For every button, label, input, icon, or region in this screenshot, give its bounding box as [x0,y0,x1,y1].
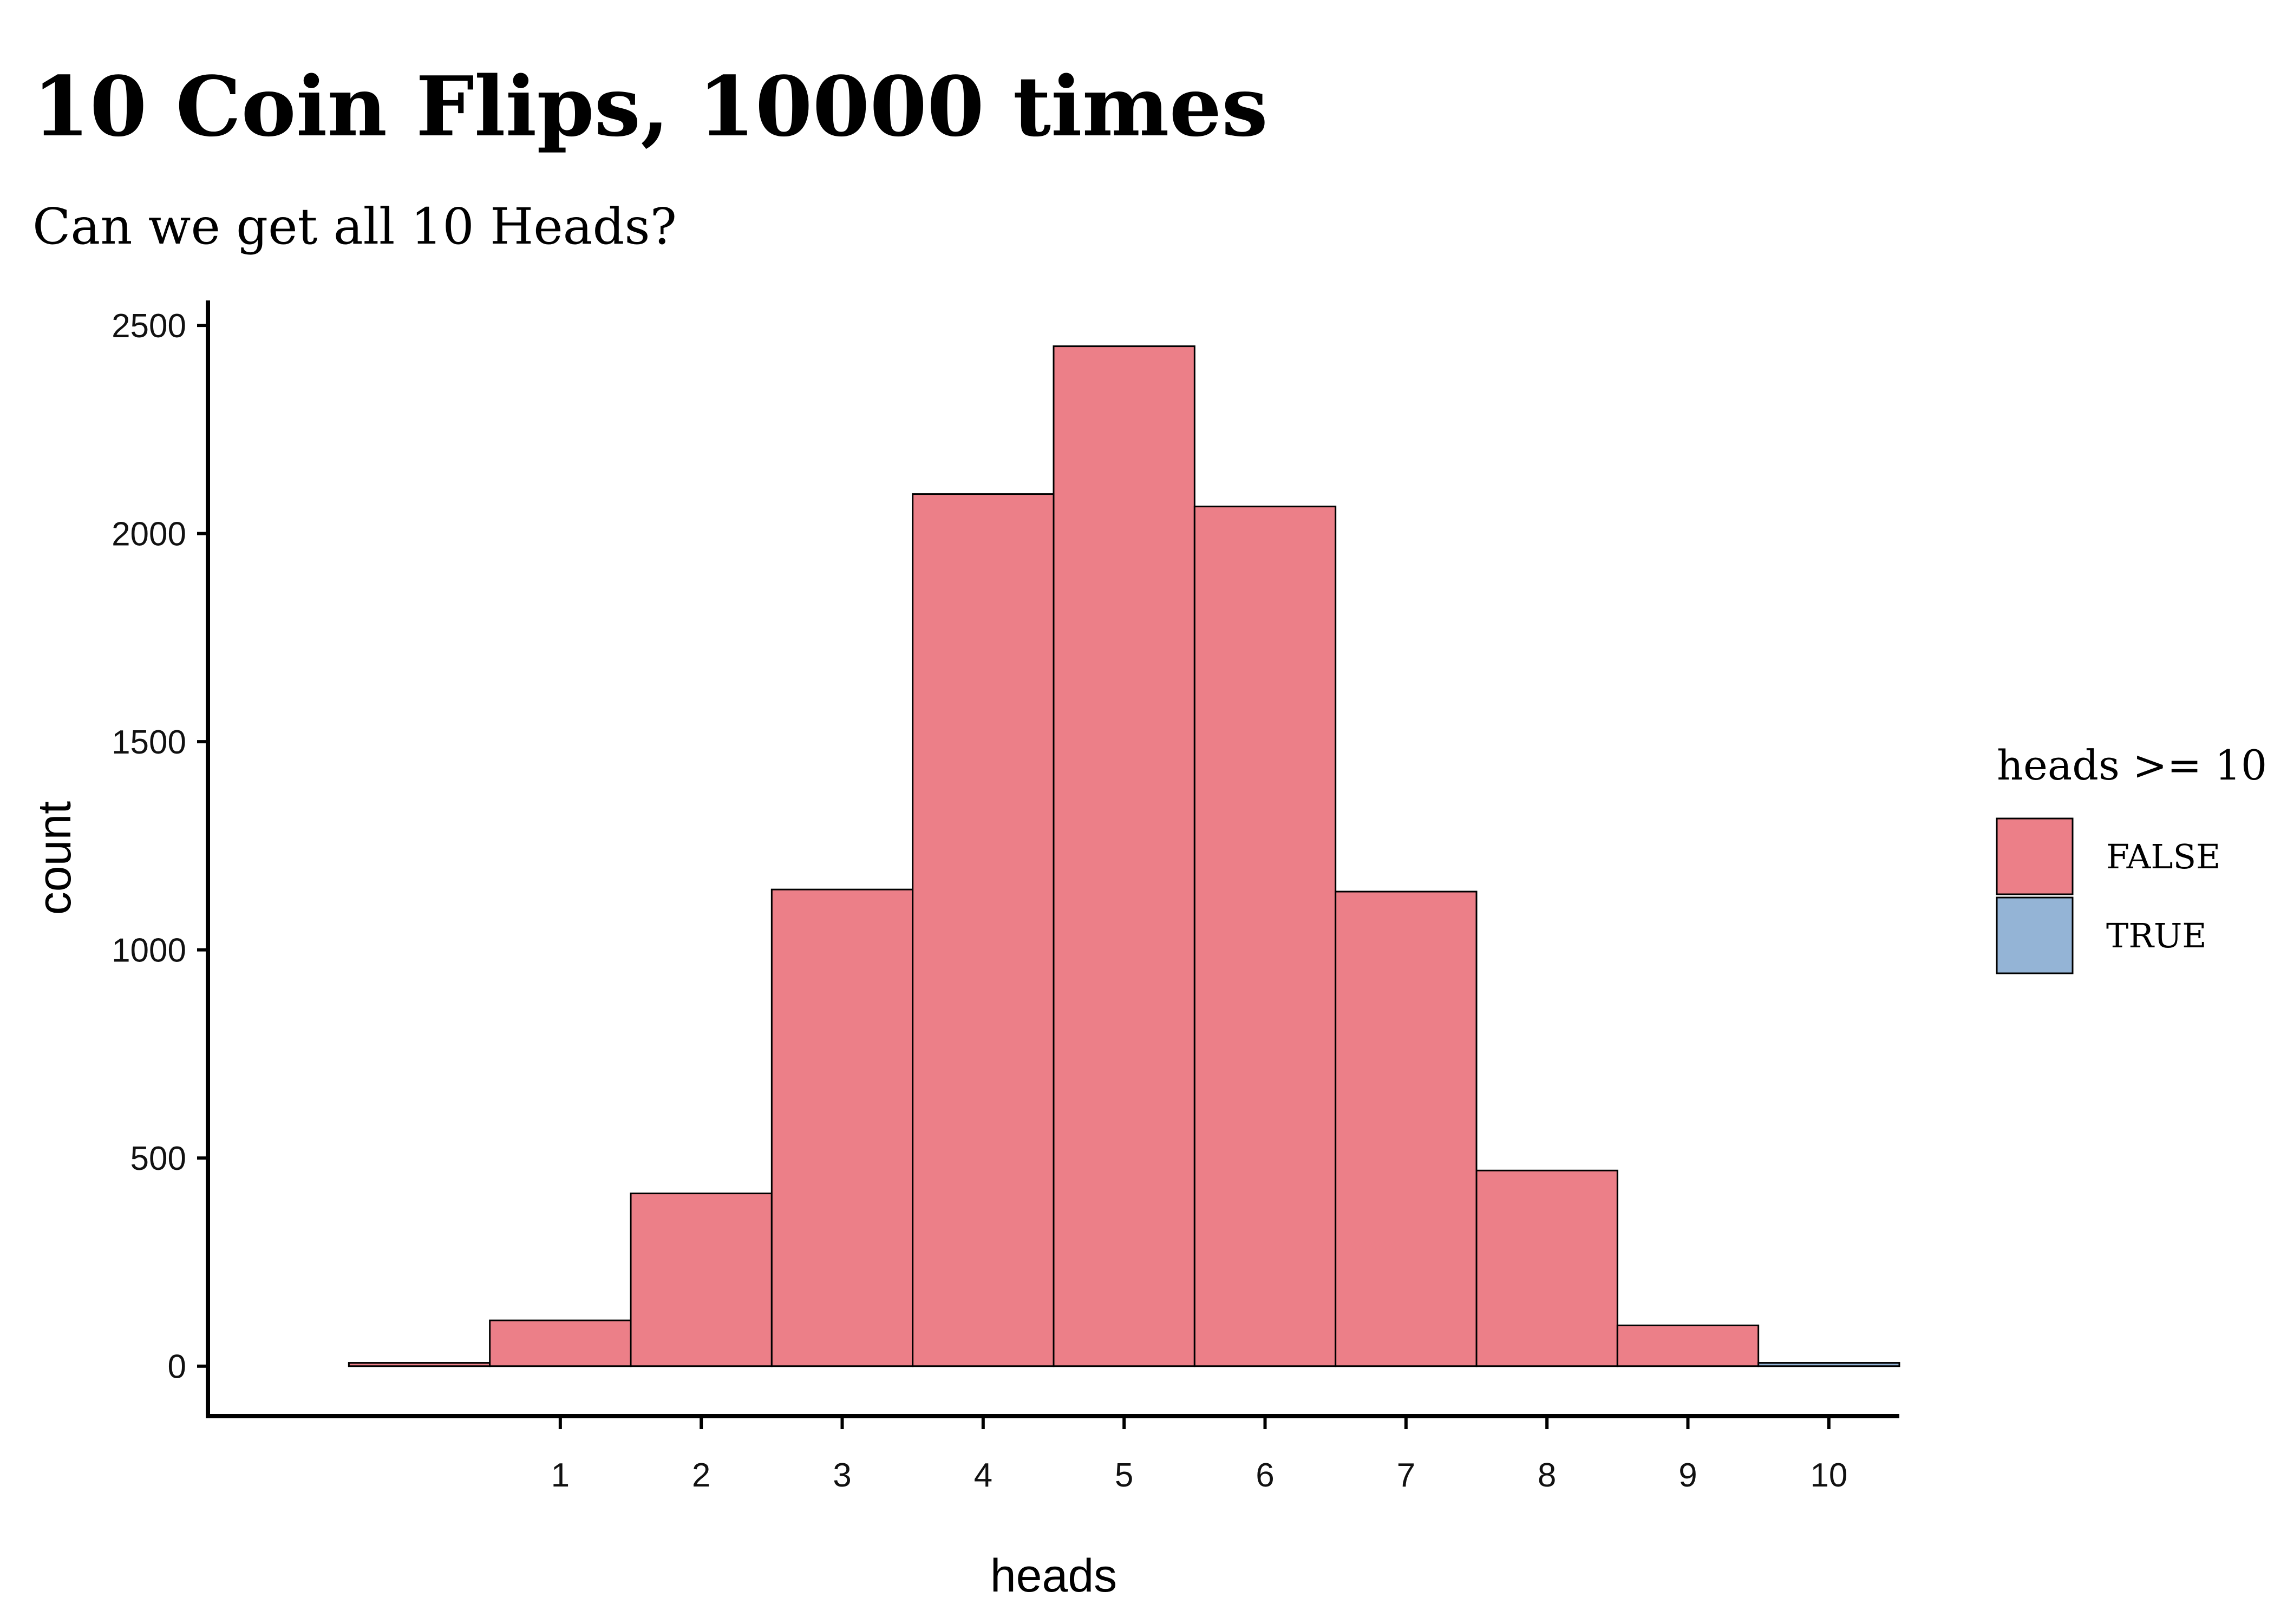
bar-8-heads [1475,1169,1618,1367]
bar-3-heads [770,888,914,1367]
x-tick-label: 7 [1397,1457,1415,1494]
bars-layer [348,345,1900,1367]
x-tick-label: 1 [551,1457,570,1494]
x-tick-label: 4 [974,1457,992,1494]
x-tick-label: 6 [1256,1457,1274,1494]
x-axis-ticks: 1 2 3 4 5 6 7 8 9 10 [551,1416,1847,1494]
y-tick-label: 2000 [112,516,186,553]
x-axis-title: heads [990,1550,1117,1602]
legend-swatch-false [1996,817,2074,895]
bar-9-heads [1616,1324,1760,1367]
bar-5-heads [1053,345,1195,1367]
x-tick-label: 5 [1115,1457,1133,1494]
chart-title: 10 Coin Flips, 10000 times [32,58,1268,155]
x-tick-label: 2 [692,1457,710,1494]
bar-2-heads [630,1193,773,1367]
bar-10-heads [1757,1362,1900,1367]
y-tick-label: 0 [168,1348,186,1386]
y-tick-label: 2500 [112,307,186,345]
y-tick-label: 500 [130,1140,186,1177]
legend-swatch-true [1996,896,2074,974]
legend: heads >= 10 FALSE TRUE [1996,741,2267,974]
y-axis-title: count [29,801,81,915]
bar-0-heads [348,1362,491,1367]
legend-items: FALSE TRUE [1996,817,2220,974]
x-tick-label: 10 [1810,1457,1847,1494]
legend-label-false: FALSE [2106,837,2220,876]
legend-title: heads >= 10 [1997,741,2267,789]
y-tick-label: 1500 [112,724,186,761]
x-tick-label: 8 [1538,1457,1556,1494]
bar-4-heads [912,493,1055,1367]
x-tick-label: 3 [833,1457,851,1494]
y-axis-ticks: 0 500 1000 1500 2000 2500 [112,307,208,1386]
legend-label-true: TRUE [2106,916,2207,955]
bar-6-heads [1193,506,1337,1367]
bar-7-heads [1335,890,1478,1367]
bar-1-heads [489,1319,632,1367]
chart-subtitle: Can we get all 10 Heads? [32,198,677,256]
x-tick-label: 9 [1678,1457,1697,1494]
y-tick-label: 1000 [112,932,186,970]
